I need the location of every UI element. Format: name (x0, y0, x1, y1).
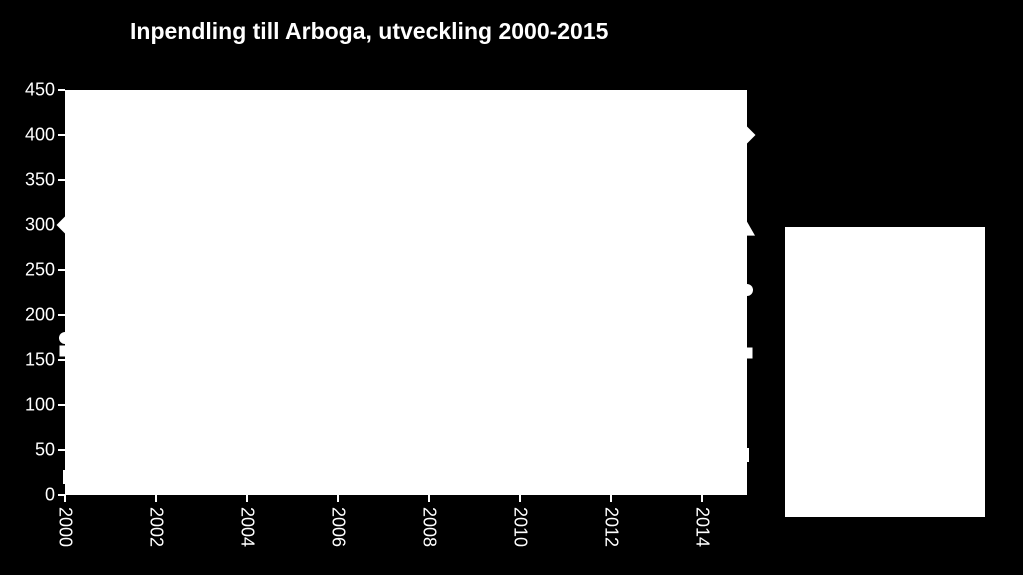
y-tick-label: 0 (5, 485, 55, 506)
x-tick-label: 2014 (691, 507, 712, 547)
y-tick-label: 350 (5, 170, 55, 191)
data-marker (742, 347, 753, 358)
y-tick-mark (58, 359, 65, 361)
y-tick-mark (58, 179, 65, 181)
data-marker (63, 470, 67, 484)
y-tick-label: 300 (5, 215, 55, 236)
x-tick-mark (519, 495, 521, 502)
y-tick-mark (58, 269, 65, 271)
y-tick-label: 250 (5, 260, 55, 281)
data-marker (745, 448, 749, 462)
chart-container: Inpendling till Arboga, utveckling 2000-… (0, 0, 1023, 575)
x-tick-mark (428, 495, 430, 502)
x-tick-label: 2008 (418, 507, 439, 547)
y-tick-label: 400 (5, 125, 55, 146)
y-tick-label: 100 (5, 395, 55, 416)
y-tick-label: 450 (5, 80, 55, 101)
plot-area (65, 90, 747, 495)
x-tick-label: 2002 (145, 507, 166, 547)
x-tick-mark (337, 495, 339, 502)
y-tick-label: 200 (5, 305, 55, 326)
data-marker (59, 332, 71, 344)
data-marker (739, 221, 755, 235)
data-marker (60, 346, 71, 357)
data-marker (741, 284, 753, 296)
x-tick-label: 2004 (236, 507, 257, 547)
x-tick-mark (155, 495, 157, 502)
x-tick-mark (246, 495, 248, 502)
y-tick-mark (58, 449, 65, 451)
y-tick-label: 150 (5, 350, 55, 371)
x-tick-mark (64, 495, 66, 502)
x-tick-mark (610, 495, 612, 502)
y-tick-mark (58, 404, 65, 406)
x-tick-label: 2000 (55, 507, 76, 547)
x-tick-label: 2006 (327, 507, 348, 547)
x-tick-mark (701, 495, 703, 502)
x-tick-label: 2010 (509, 507, 530, 547)
x-tick-label: 2012 (600, 507, 621, 547)
y-tick-label: 50 (5, 440, 55, 461)
y-tick-mark (58, 314, 65, 316)
chart-title: Inpendling till Arboga, utveckling 2000-… (130, 18, 608, 45)
legend-box (785, 227, 985, 517)
y-tick-mark (58, 134, 65, 136)
y-tick-mark (58, 89, 65, 91)
